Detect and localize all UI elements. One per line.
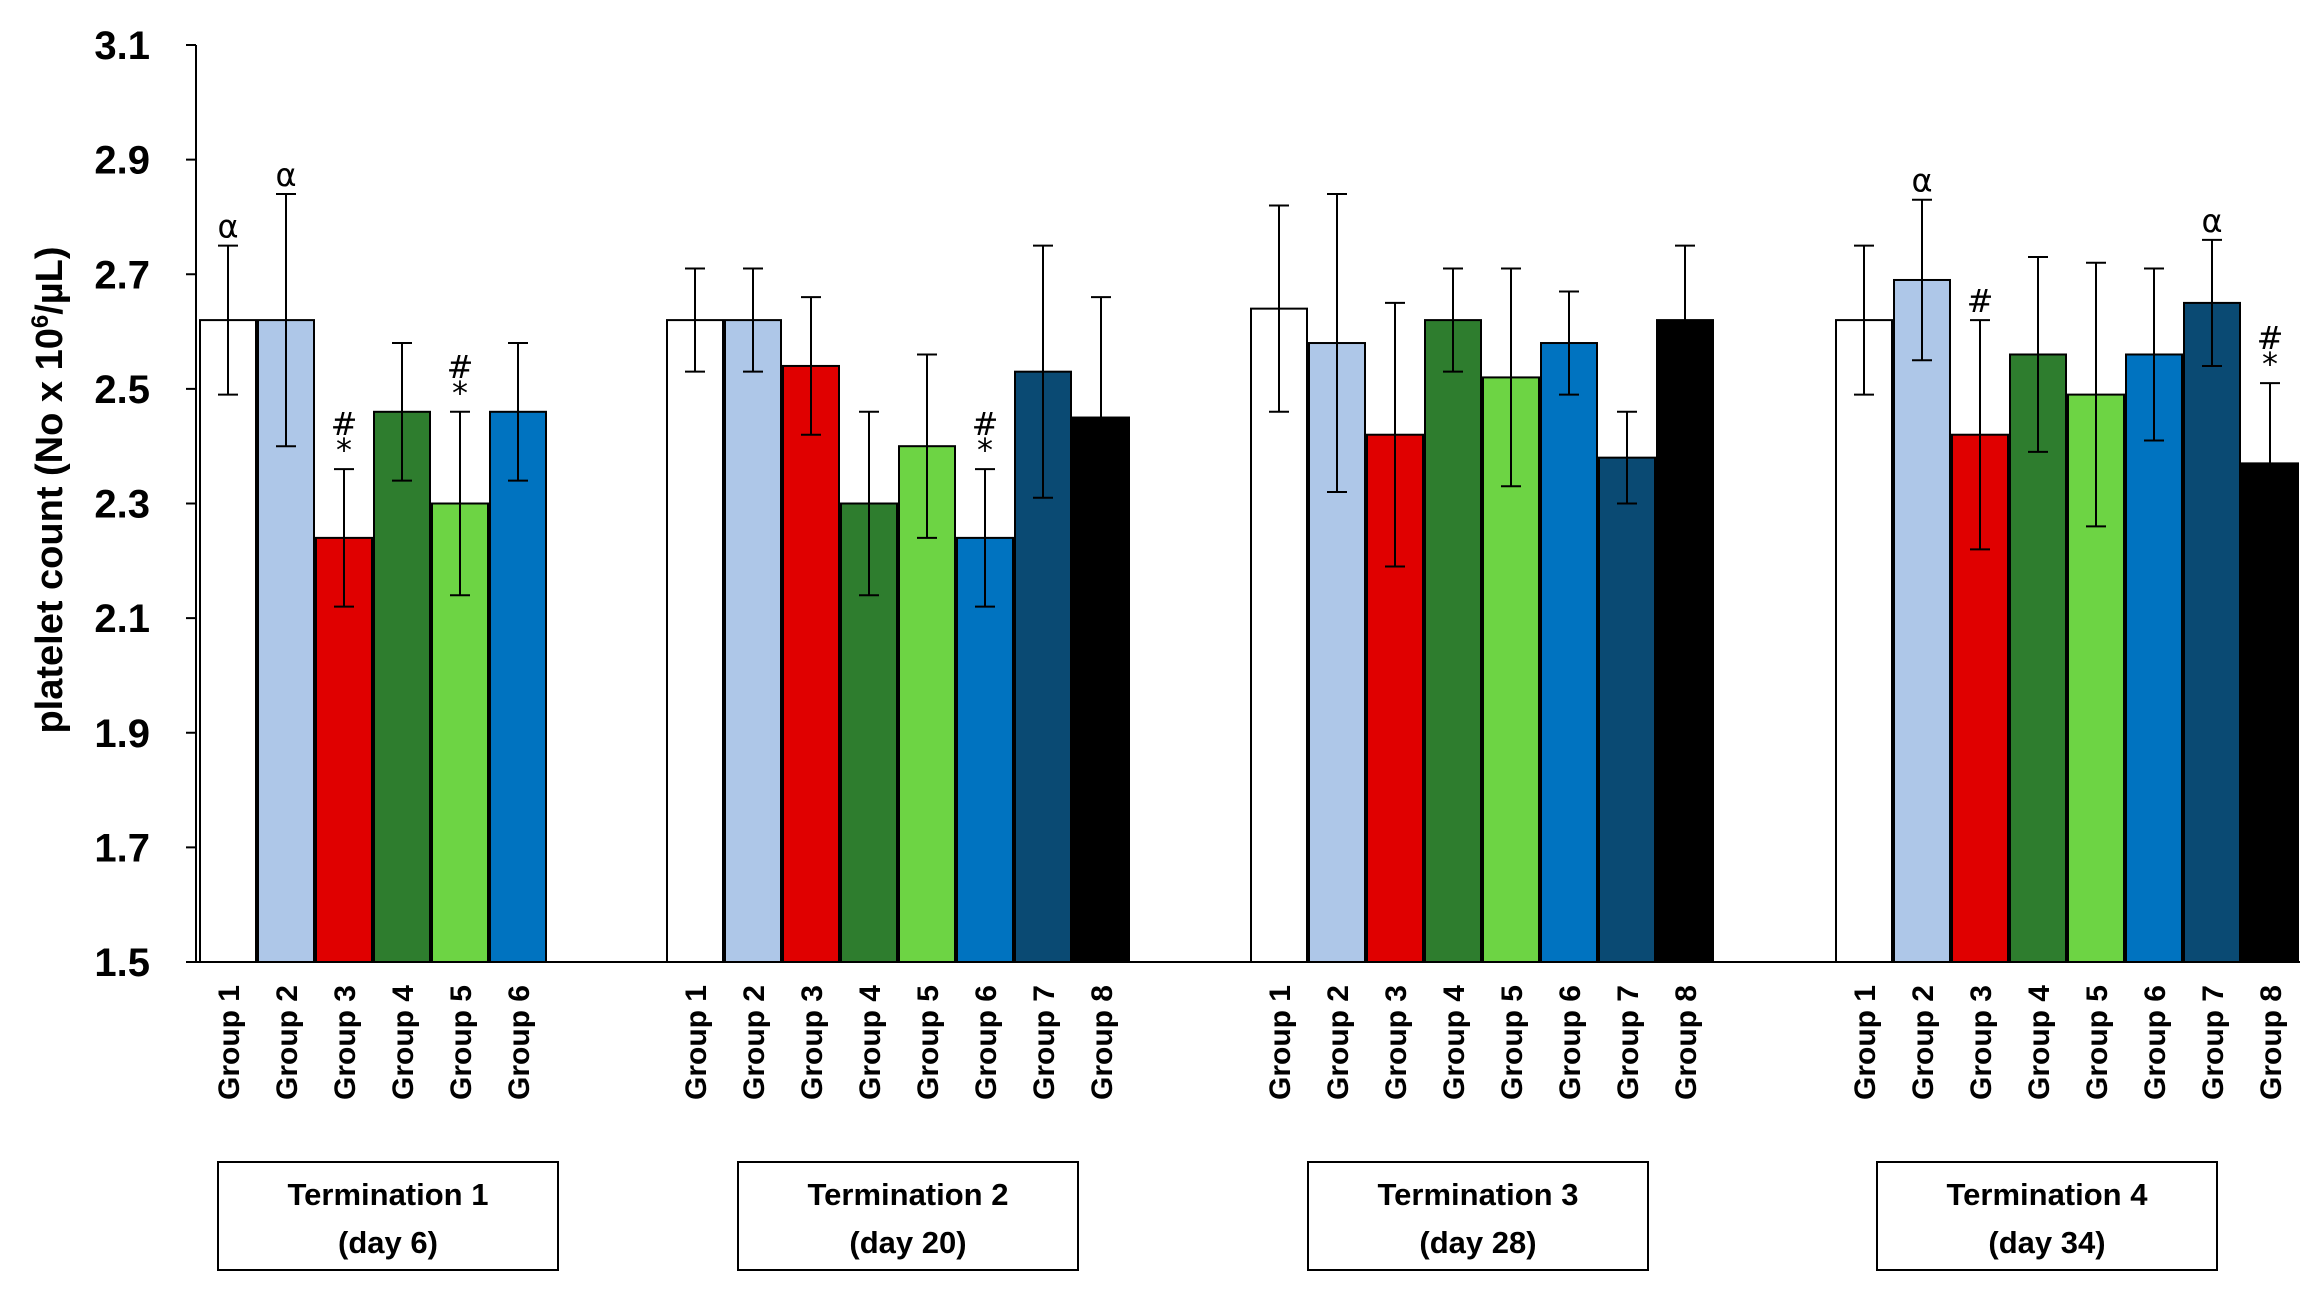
significance-mark: # <box>447 348 474 386</box>
termination-title: Termination 2 <box>808 1177 1009 1212</box>
bar-group-1 <box>199 319 257 964</box>
y-tick-label: 1.9 <box>94 712 150 756</box>
termination-day: (day 20) <box>849 1225 966 1260</box>
termination-box <box>1876 1161 2218 1271</box>
x-category-label: Group 3 <box>1965 985 1998 1100</box>
x-category-label: Group 1 <box>680 985 713 1100</box>
significance-mark: α <box>1911 162 1932 200</box>
x-category-label: Group 3 <box>1380 985 1413 1100</box>
termination-box <box>737 1161 1079 1271</box>
significance-mark: * <box>336 431 352 469</box>
significance-mark: * <box>452 374 468 412</box>
bar-group-6 <box>956 536 1014 963</box>
termination-day: (day 6) <box>338 1225 438 1260</box>
bar-group-6 <box>1540 342 1598 963</box>
x-category-label: Group 3 <box>329 985 362 1100</box>
significance-mark: # <box>972 405 999 443</box>
x-category-label: Group 6 <box>503 985 536 1100</box>
x-category-label: Group 2 <box>271 985 304 1100</box>
termination-title: Termination 3 <box>1378 1177 1579 1212</box>
x-category-label: Group 4 <box>387 985 420 1100</box>
y-axis: 3.1 2.9 2.7 2.5 2.3 2.1 1.9 1.7 1.5 <box>94 24 2300 985</box>
y-tick-label: 1.5 <box>94 941 150 985</box>
x-category-label: Group 4 <box>1438 985 1471 1100</box>
x-category-label: Group 5 <box>445 985 478 1100</box>
x-category-label: Group 7 <box>2197 985 2230 1100</box>
bar-group-5 <box>2067 393 2125 963</box>
x-category-label: Group 5 <box>2081 985 2114 1100</box>
bar-group-2 <box>724 319 782 964</box>
termination-box <box>1307 1161 1649 1271</box>
significance-mark: # <box>2257 319 2284 357</box>
x-category-label: Group 6 <box>970 985 1003 1100</box>
termination-box <box>217 1161 559 1271</box>
bar-group-7 <box>2183 301 2241 963</box>
significance-mark: # <box>1967 282 1994 320</box>
bar-group-8 <box>1656 319 1714 964</box>
significance-mark: * <box>977 431 993 469</box>
x-category-label: Group 1 <box>1264 985 1297 1100</box>
y-tick-label: 2.7 <box>94 253 150 297</box>
significance-mark: α <box>275 156 296 194</box>
x-category-label: Group 2 <box>1907 985 1940 1100</box>
x-category-label: Group 2 <box>738 985 771 1100</box>
y-tick-label: 2.3 <box>94 483 150 527</box>
bar-group-1 <box>1835 319 1893 964</box>
significance-mark: α <box>2201 202 2222 240</box>
x-category-label: Group 6 <box>1554 985 1587 1100</box>
x-category-label: Group 8 <box>2255 985 2288 1100</box>
y-tick-label: 2.1 <box>94 597 150 641</box>
termination-boxes: Termination 1 (day 6) Termination 2 (day 20… <box>217 1161 2218 1271</box>
y-tick-label: 2.9 <box>94 139 150 183</box>
termination-day: (day 34) <box>1988 1225 2105 1260</box>
bar-group-4 <box>1424 319 1482 964</box>
significance-mark: # <box>331 405 358 443</box>
x-category-label: Group 8 <box>1670 985 1703 1100</box>
x-category-label: Group 8 <box>1086 985 1119 1100</box>
x-category-label: Group 4 <box>2023 985 2056 1100</box>
x-category-label: Group 6 <box>2139 985 2172 1100</box>
x-axis-category-labels: Group 1 Group 2 Group 3 Group 4 Group 5 Group… <box>213 985 2288 1100</box>
y-tick-label: 2.5 <box>94 368 150 412</box>
termination-day: (day 28) <box>1419 1225 1536 1260</box>
x-category-label: Group 5 <box>912 985 945 1100</box>
significance-mark: α <box>217 208 238 246</box>
x-category-label: Group 1 <box>213 985 246 1100</box>
x-category-label: Group 5 <box>1496 985 1529 1100</box>
x-category-label: Group 3 <box>796 985 829 1100</box>
termination-title: Termination 1 <box>288 1177 489 1212</box>
bar-group-7 <box>1598 456 1656 963</box>
bar-group-6 <box>489 410 547 963</box>
x-category-label: Group 4 <box>854 985 887 1100</box>
x-category-label: Group 2 <box>1322 985 1355 1100</box>
x-category-label: Group 7 <box>1028 985 1061 1100</box>
y-axis-label: platelet count (No x 106/µL) <box>27 246 71 733</box>
bar-group-6 <box>2125 353 2183 963</box>
y-tick-label: 3.1 <box>94 24 150 68</box>
bar-group-2 <box>1893 278 1951 963</box>
bar-group-1 <box>666 319 724 964</box>
y-tick-label: 1.7 <box>94 826 150 870</box>
x-category-label: Group 1 <box>1849 985 1882 1100</box>
bar-group-4 <box>2009 353 2067 963</box>
termination-title: Termination 4 <box>1947 1177 2149 1212</box>
bars: αα*#*#*#α#α*# <box>199 156 2299 964</box>
bar-group-3 <box>782 364 840 963</box>
significance-mark: * <box>2262 345 2278 383</box>
bar-group-4 <box>373 410 431 963</box>
x-category-label: Group 7 <box>1612 985 1645 1100</box>
